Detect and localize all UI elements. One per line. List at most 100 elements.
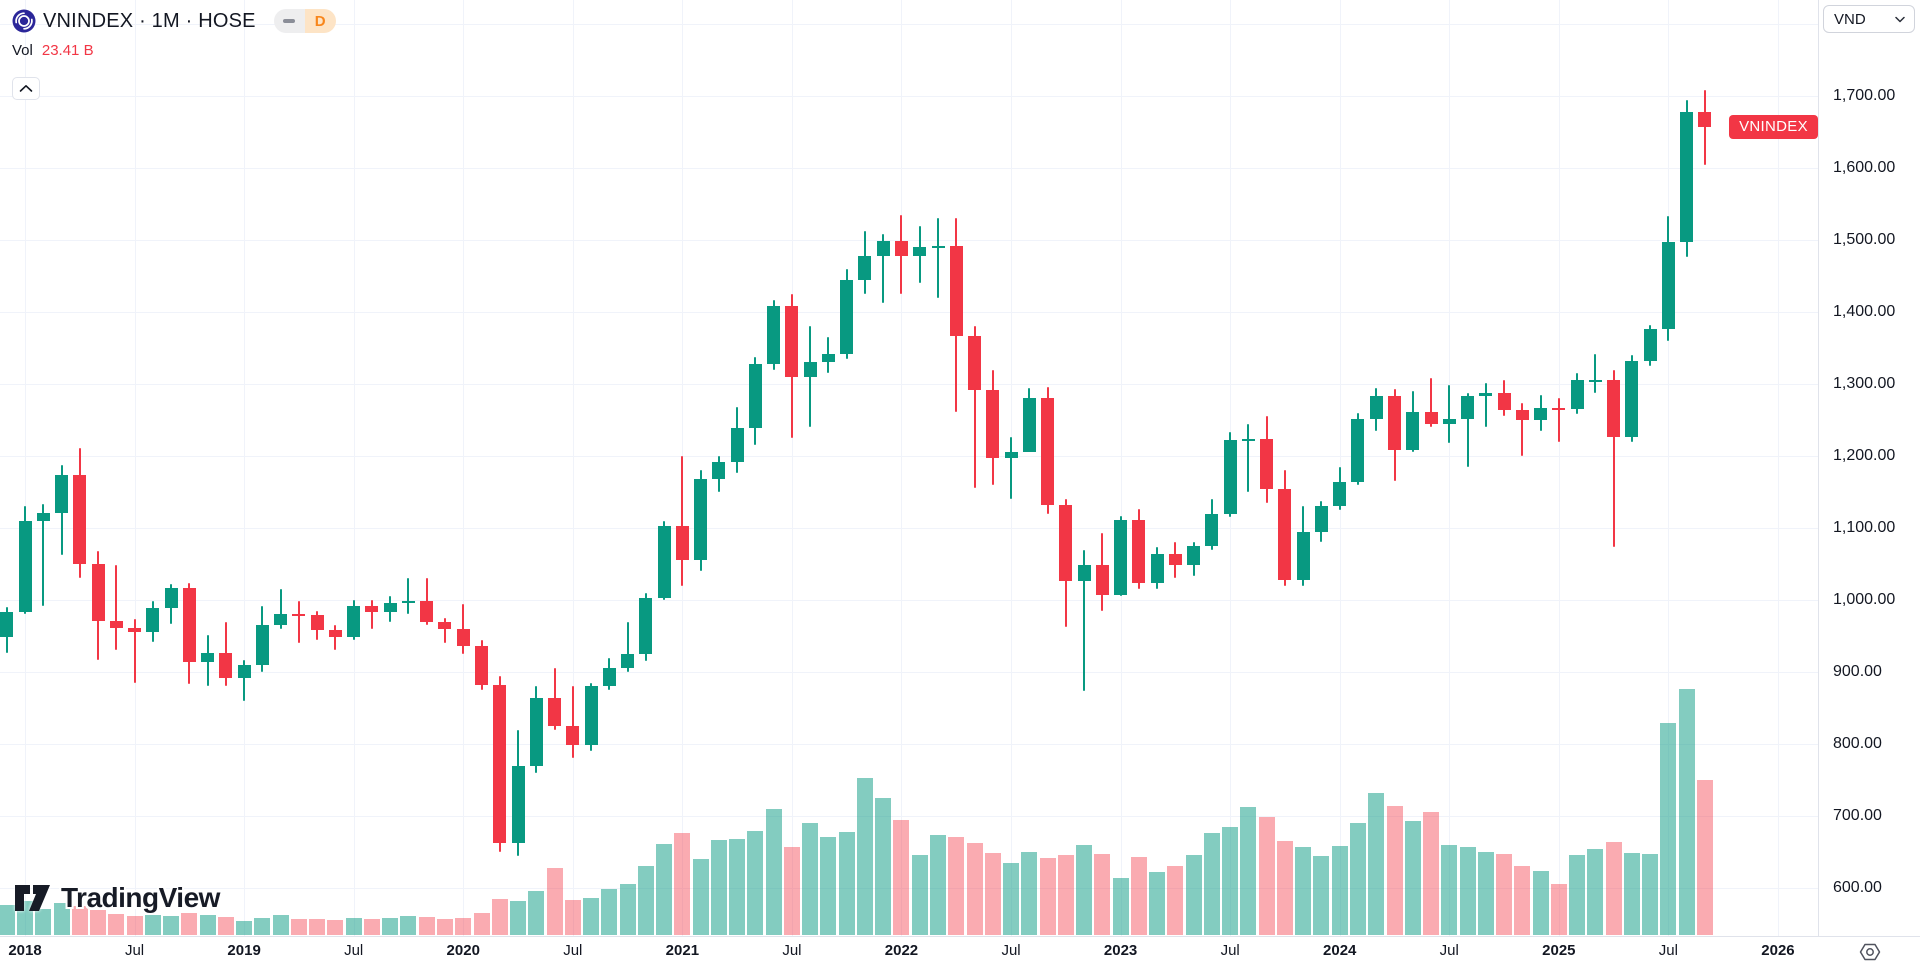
- volume-bar: [345, 917, 362, 935]
- time-tick-label: 2019: [227, 942, 261, 959]
- candle-body: [292, 614, 306, 617]
- gridline-vertical: [244, 0, 246, 936]
- candle-body: [493, 684, 507, 844]
- candle-body: [785, 306, 799, 377]
- time-tick-label: 2023: [1103, 942, 1138, 959]
- candle-body: [1168, 553, 1182, 565]
- volume-bar: [1003, 863, 1020, 935]
- chart-canvas[interactable]: TradingView VNINDEX · 1M · HOSE D Vol 23…: [0, 0, 1818, 936]
- price-tick-label: 1,400.00: [1833, 303, 1896, 320]
- candle-body: [237, 664, 251, 678]
- currency-value: VND: [1834, 10, 1866, 28]
- gridline-vertical: [1777, 0, 1779, 936]
- candle-wick: [882, 234, 885, 303]
- volume-bar: [108, 913, 125, 935]
- price-axis[interactable]: VND 1,700.00 1,600.00 1,500.00 1,400.00 1,30…: [1818, 0, 1920, 965]
- volume-bar: [820, 836, 837, 935]
- volume-bar: [1477, 851, 1494, 935]
- candle-body: [1260, 438, 1274, 490]
- price-tick-label: 900.00: [1833, 663, 1882, 680]
- candle-body: [201, 653, 215, 662]
- volume-bar: [309, 919, 326, 935]
- volume-bar: [163, 915, 180, 935]
- gridline-horizontal: [0, 816, 1818, 817]
- volume-bar: [1331, 845, 1348, 935]
- gridline-horizontal: [0, 672, 1818, 673]
- candle-body: [840, 280, 854, 354]
- candle-body: [1205, 513, 1219, 546]
- volume-legend-row: Vol 23.41 B: [12, 42, 336, 59]
- candle-body: [1607, 379, 1621, 438]
- time-tick-label: Jul: [1658, 942, 1678, 959]
- candle-wick: [462, 603, 465, 654]
- candle-wick: [407, 578, 410, 615]
- volume-bar: [90, 909, 107, 935]
- candle-wick: [809, 326, 812, 428]
- volume-bar: [382, 917, 399, 935]
- candle-wick: [626, 621, 629, 672]
- candle-wick: [443, 618, 446, 644]
- volume-bar: [710, 839, 727, 935]
- minus-icon[interactable]: [273, 9, 305, 33]
- gridline-vertical: [1558, 0, 1560, 936]
- collapse-legend-button[interactable]: [12, 77, 40, 100]
- candle-body: [328, 629, 342, 637]
- candle-body: [1552, 408, 1566, 411]
- candle-body: [1278, 489, 1292, 580]
- candle-body: [986, 389, 1000, 459]
- volume-bar: [674, 832, 691, 935]
- candle-body: [1424, 412, 1438, 424]
- volume-bar: [856, 777, 873, 935]
- volume-label: Vol: [12, 42, 33, 59]
- candle-body: [164, 587, 178, 608]
- candle-wick: [334, 625, 337, 651]
- candle-body: [219, 653, 233, 678]
- candle-wick: [1083, 550, 1086, 692]
- candle-body: [1187, 546, 1201, 565]
- candle-wick: [1484, 382, 1487, 428]
- gridline-horizontal: [0, 528, 1818, 529]
- candle-body: [1588, 379, 1602, 382]
- volume-bar: [1313, 855, 1330, 935]
- candle-body: [1150, 553, 1164, 583]
- time-tick-label: 2026: [1761, 942, 1795, 959]
- volume-bar: [1258, 816, 1275, 935]
- volume-bar: [583, 898, 600, 935]
- volume-bar: [875, 797, 892, 935]
- candle-body: [621, 654, 635, 669]
- candle-body: [182, 587, 196, 662]
- gridline-horizontal: [0, 24, 1818, 25]
- time-axis[interactable]: 2018 Jul 2019 Jul 2020 Jul 2021 Jul 2022 Jul 2023 J…: [0, 936, 1920, 965]
- time-tick-label: Jul: [1001, 942, 1021, 959]
- candle-wick: [243, 659, 246, 701]
- candle-body: [1077, 565, 1091, 581]
- candle-body: [1497, 393, 1511, 410]
- candle-body: [438, 621, 452, 629]
- volume-bar: [217, 916, 234, 935]
- daily-interval-badge[interactable]: D: [304, 9, 336, 33]
- volume-bar: [1386, 806, 1403, 935]
- interval-toggle[interactable]: D: [273, 9, 336, 33]
- price-tick-label: 1,600.00: [1833, 159, 1896, 176]
- volume-bar: [1021, 851, 1038, 935]
- volume-bar: [53, 903, 70, 935]
- volume-bar: [1039, 858, 1056, 935]
- tradingview-watermark[interactable]: TradingView: [14, 882, 220, 914]
- candle-body: [529, 697, 543, 767]
- volume-bar: [1112, 877, 1129, 935]
- volume-bar: [1423, 812, 1440, 935]
- currency-select[interactable]: VND: [1823, 5, 1915, 33]
- symbol-title[interactable]: VNINDEX · 1M · HOSE: [43, 9, 256, 32]
- candle-body: [1314, 506, 1328, 533]
- volume-bar: [802, 822, 819, 935]
- candle-wick: [1430, 378, 1433, 428]
- candle-body: [1661, 242, 1675, 330]
- candle-wick: [973, 326, 976, 488]
- candle-body: [821, 353, 835, 362]
- candle-body: [566, 726, 580, 746]
- candle-wick: [1557, 398, 1560, 442]
- axis-settings-button[interactable]: [1856, 940, 1884, 963]
- volume-bar: [327, 919, 344, 935]
- candle-body: [876, 241, 890, 256]
